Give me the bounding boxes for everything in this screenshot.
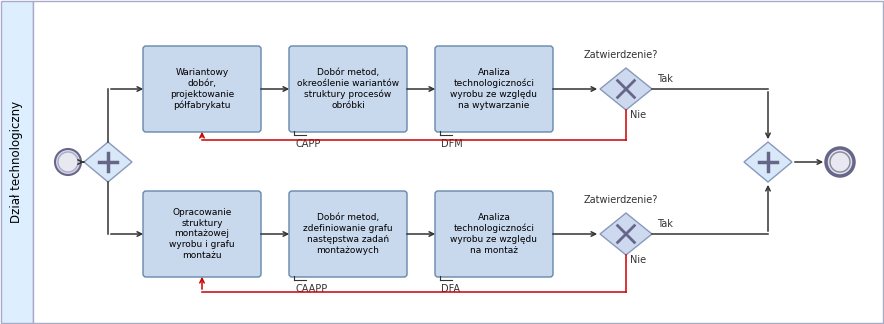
FancyBboxPatch shape: [289, 191, 407, 277]
FancyBboxPatch shape: [143, 46, 261, 132]
Polygon shape: [744, 142, 792, 182]
Text: Zatwierdzenie?: Zatwierdzenie?: [583, 50, 659, 60]
Circle shape: [55, 149, 81, 175]
Text: Analiza
technologiczności
wyrobu ze względu
na montaż: Analiza technologiczności wyrobu ze wzgl…: [451, 213, 537, 255]
Polygon shape: [84, 142, 132, 182]
Text: Wariantowy
dobór,
projektowanie
półfabrykatu: Wariantowy dobór, projektowanie półfabry…: [170, 68, 234, 110]
Text: Nie: Nie: [630, 255, 646, 265]
Text: Analiza
technologiczności
wyrobu ze względu
na wytwarzanie: Analiza technologiczności wyrobu ze wzgl…: [451, 68, 537, 110]
Polygon shape: [600, 68, 652, 110]
Text: Opracowanie
struktury
montażowej
wyrobu i grafu
montażu: Opracowanie struktury montażowej wyrobu …: [169, 208, 235, 260]
Text: CAPP: CAPP: [295, 139, 320, 149]
Text: DFM: DFM: [441, 139, 462, 149]
Text: Dobór metod,
zdefiniowanie grafu
następstwa zadań
montażowych: Dobór metod, zdefiniowanie grafu następs…: [303, 214, 392, 255]
Text: Nie: Nie: [630, 110, 646, 120]
Polygon shape: [600, 213, 652, 255]
Circle shape: [826, 148, 854, 176]
FancyBboxPatch shape: [435, 46, 553, 132]
Circle shape: [58, 152, 78, 172]
Text: CAAPP: CAAPP: [295, 284, 327, 294]
Text: Zatwierdzenie?: Zatwierdzenie?: [583, 195, 659, 205]
FancyBboxPatch shape: [289, 46, 407, 132]
Text: Dział technologiczny: Dział technologiczny: [11, 101, 24, 223]
Text: Tak: Tak: [657, 74, 673, 84]
FancyBboxPatch shape: [435, 191, 553, 277]
Text: DFA: DFA: [441, 284, 460, 294]
FancyBboxPatch shape: [143, 191, 261, 277]
Text: Tak: Tak: [657, 219, 673, 229]
Bar: [1, 1, 33, 323]
Circle shape: [830, 152, 850, 172]
Text: Dobór metod,
okreoślenie wariantów
struktury procesów
obróbki: Dobór metod, okreoślenie wariantów struk…: [297, 68, 399, 110]
